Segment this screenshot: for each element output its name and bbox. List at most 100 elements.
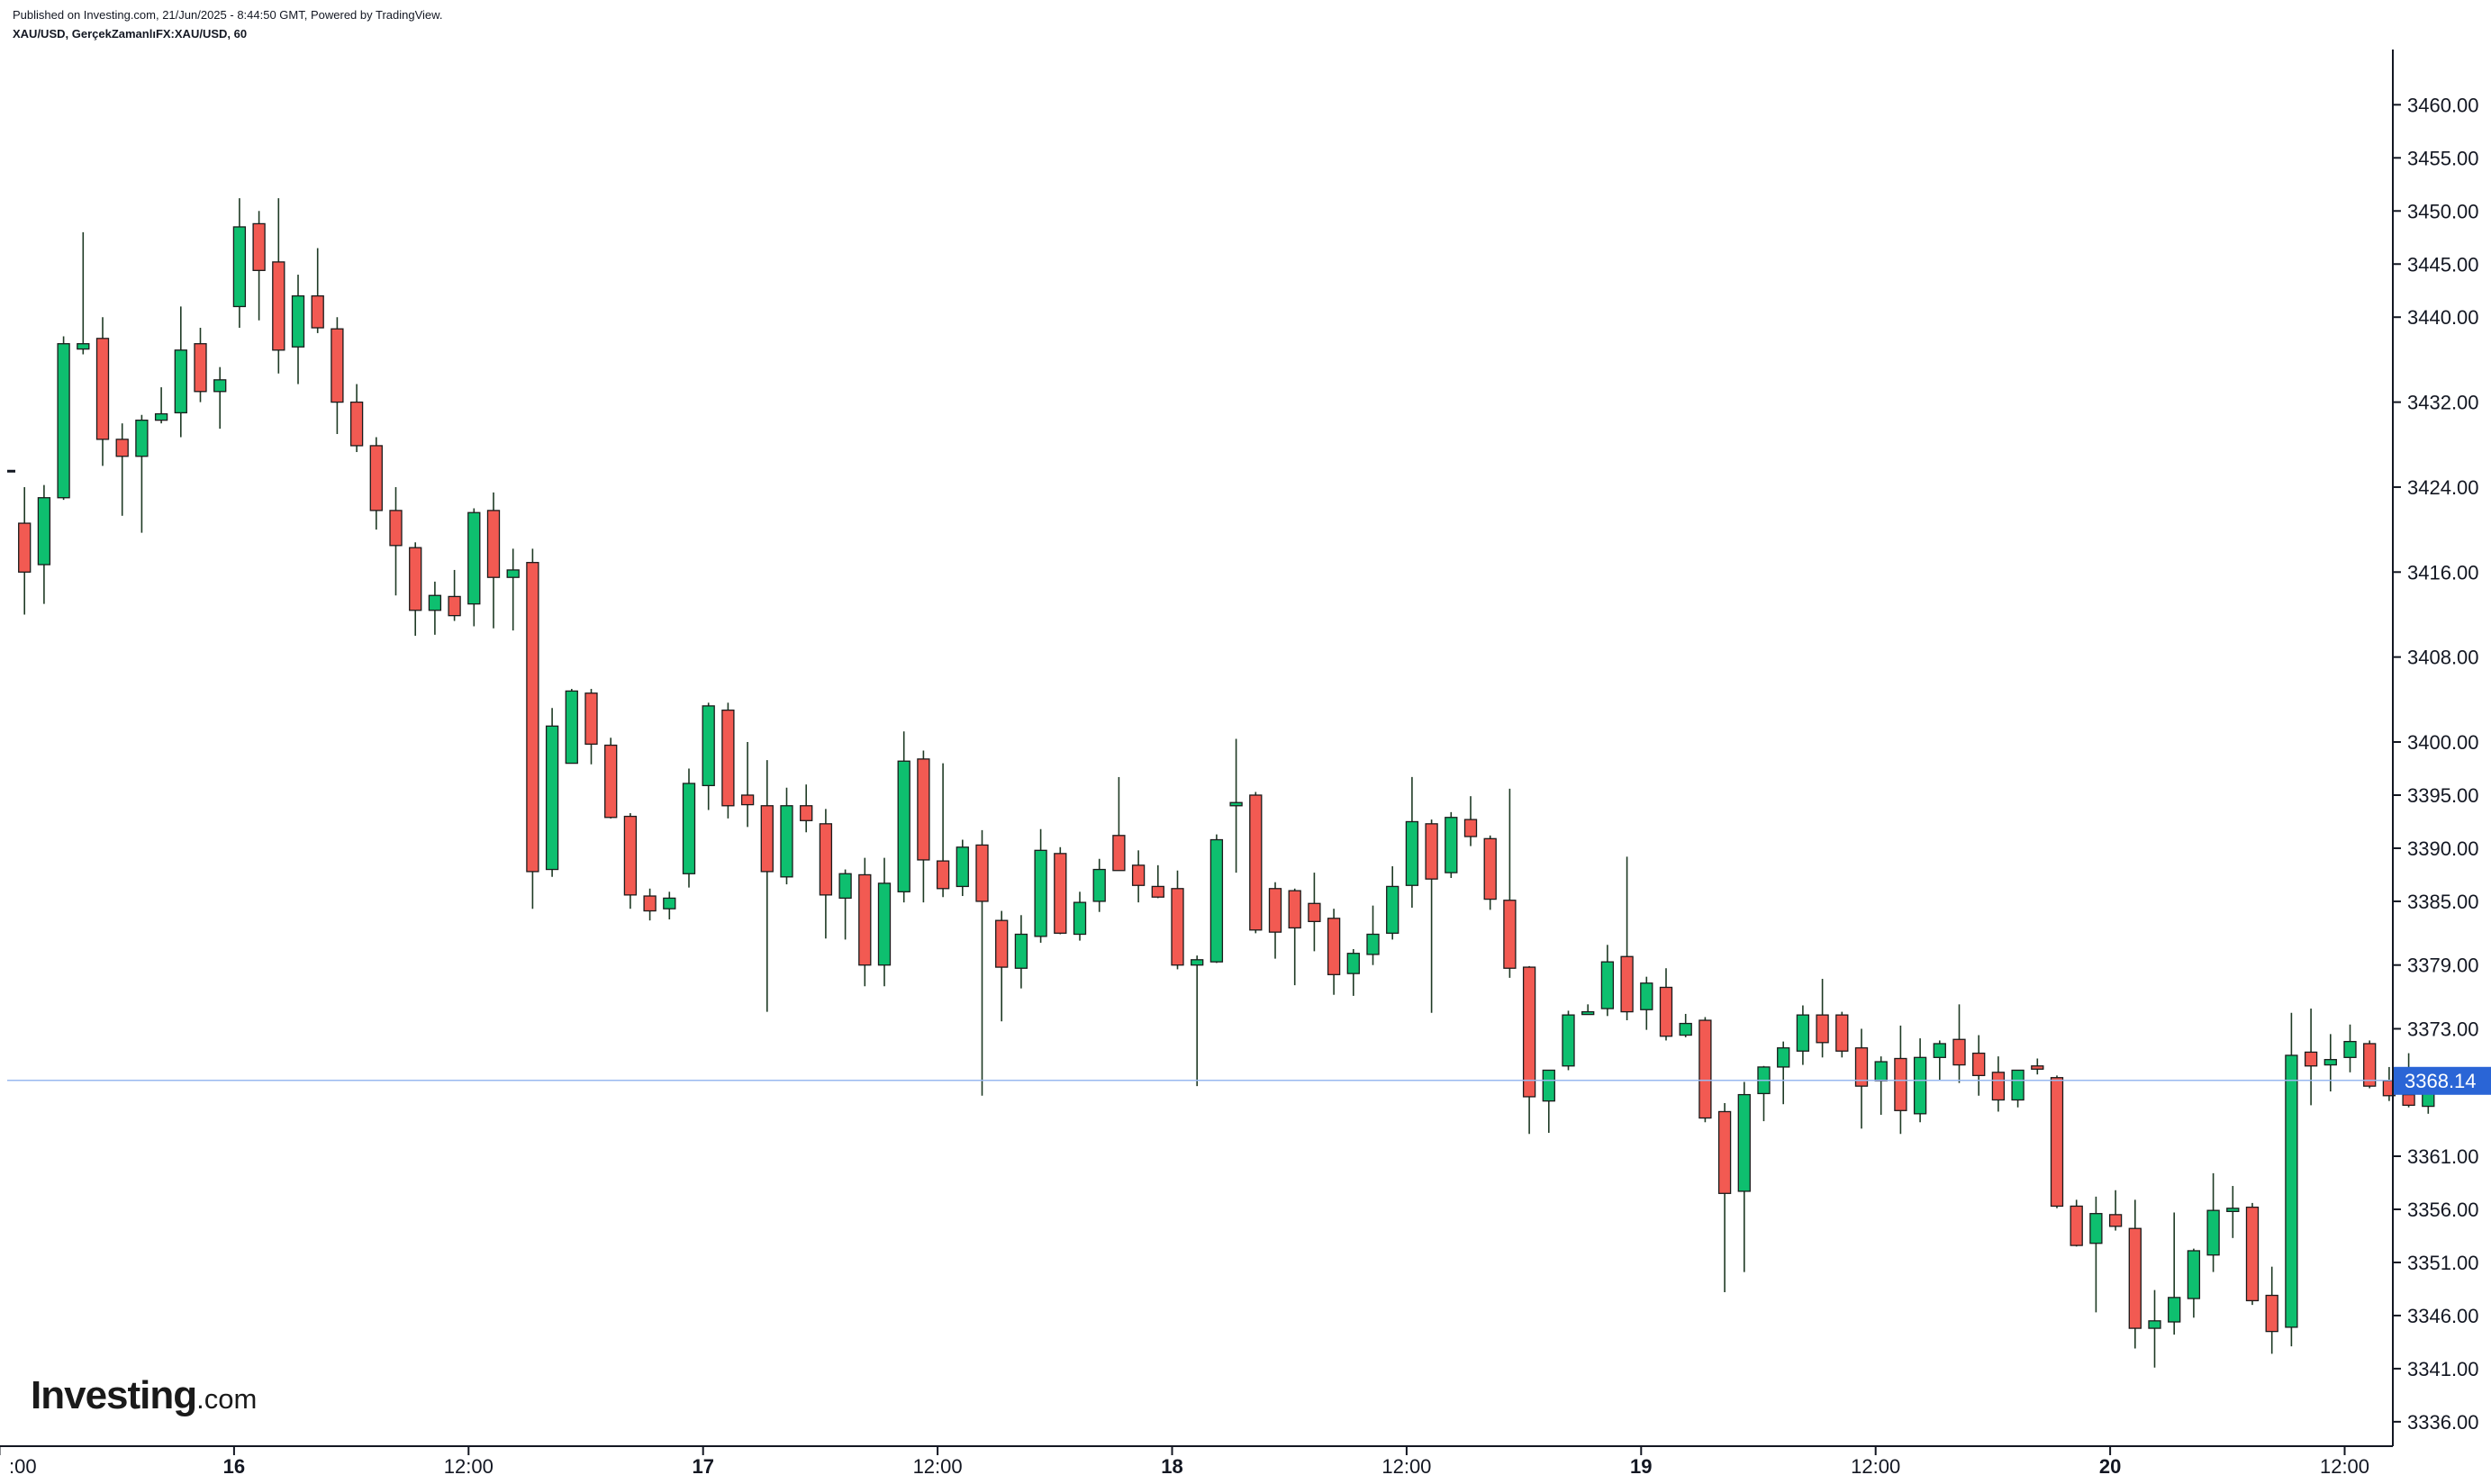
candle-body-down bbox=[936, 860, 950, 890]
candle-body-down bbox=[1991, 1072, 2006, 1101]
candle bbox=[1229, 738, 1243, 873]
candle bbox=[858, 857, 872, 987]
candle-body-down bbox=[18, 522, 32, 573]
candle bbox=[1054, 846, 1067, 935]
candle bbox=[349, 384, 364, 453]
candle-body-down bbox=[1816, 1014, 1829, 1044]
candle bbox=[2285, 1012, 2298, 1347]
candle bbox=[2363, 1040, 2377, 1089]
candle-body-down bbox=[1151, 885, 1164, 898]
candle-body-down bbox=[1835, 1014, 1849, 1052]
candle bbox=[1366, 905, 1380, 965]
price-tick-label: 3400.00 bbox=[2407, 731, 2479, 754]
time-tick-label: 19 bbox=[1630, 1455, 1652, 1478]
candle-body-up bbox=[37, 497, 51, 566]
candle bbox=[1327, 909, 1341, 995]
candle bbox=[2148, 1289, 2161, 1368]
candle bbox=[1659, 968, 1673, 1041]
candle bbox=[721, 702, 735, 819]
candle-body-up bbox=[2285, 1054, 2298, 1328]
candle-body-down bbox=[311, 294, 324, 329]
candle bbox=[369, 437, 383, 530]
candle-body-down bbox=[623, 815, 638, 896]
candle bbox=[291, 275, 305, 385]
candle bbox=[584, 689, 598, 765]
candle-body-up bbox=[1679, 1022, 1692, 1036]
candle-body-up bbox=[877, 882, 892, 966]
candle bbox=[1600, 945, 1615, 1017]
price-tick-label: 3460.00 bbox=[2407, 94, 2479, 116]
candle-body-up bbox=[1092, 868, 1106, 902]
candle bbox=[936, 763, 950, 898]
candle bbox=[877, 857, 892, 987]
candle-body-down bbox=[1308, 902, 1321, 922]
candle-body-down bbox=[95, 338, 110, 440]
candle-body-up bbox=[1014, 933, 1028, 969]
candle-body-up bbox=[1542, 1069, 1555, 1102]
candle-body-down bbox=[2050, 1077, 2064, 1208]
price-tick-label: 3385.00 bbox=[2407, 891, 2479, 913]
candle bbox=[604, 737, 618, 819]
candle bbox=[702, 702, 715, 810]
candle bbox=[2011, 1069, 2025, 1108]
candle bbox=[1972, 1035, 1986, 1096]
candle-body-up bbox=[1034, 849, 1047, 937]
candle-body-up bbox=[1229, 801, 1243, 807]
candle bbox=[1268, 882, 1282, 959]
candle bbox=[1445, 811, 1458, 878]
candle-body-up bbox=[956, 846, 969, 888]
candle-body-down bbox=[389, 510, 403, 547]
candle-body-down bbox=[1620, 955, 1634, 1013]
candle bbox=[1854, 1028, 1869, 1129]
candle-body-up bbox=[682, 783, 696, 874]
candle-body-down bbox=[1952, 1038, 1966, 1066]
candle-body-up bbox=[2168, 1297, 2181, 1323]
candle-body-up bbox=[702, 705, 715, 787]
candle-body-down bbox=[1054, 853, 1067, 934]
time-tick-label: 12:00 bbox=[913, 1455, 963, 1478]
candle-body-up bbox=[1581, 1010, 1595, 1016]
candle bbox=[1209, 834, 1224, 964]
candle bbox=[1620, 856, 1634, 1021]
candle bbox=[1483, 835, 1497, 910]
candle bbox=[135, 414, 149, 533]
candle-body-down bbox=[604, 744, 618, 819]
candle bbox=[18, 486, 32, 615]
candle bbox=[2070, 1199, 2083, 1247]
price-tick-label: 3455.00 bbox=[2407, 147, 2479, 169]
candle-body-down bbox=[1503, 900, 1517, 969]
candle-body-down bbox=[252, 222, 266, 271]
candle-body-up bbox=[506, 569, 520, 578]
candle bbox=[897, 731, 910, 903]
candle-body-up bbox=[565, 690, 578, 765]
chart-header: Published on Investing.com, 21/Jun/2025 … bbox=[13, 5, 442, 43]
candle bbox=[2245, 1202, 2260, 1306]
candle bbox=[2108, 1190, 2123, 1231]
candle bbox=[526, 548, 539, 909]
candle-body-down bbox=[486, 510, 501, 578]
candle-body-up bbox=[2323, 1059, 2337, 1066]
candle bbox=[917, 750, 930, 903]
candle bbox=[1131, 850, 1146, 903]
candle bbox=[232, 198, 247, 329]
last-price-label: 3368.14 bbox=[2405, 1070, 2477, 1092]
candle bbox=[2089, 1196, 2103, 1313]
candle bbox=[800, 784, 813, 833]
candle-body-up bbox=[2343, 1040, 2357, 1058]
candle bbox=[1503, 788, 1517, 978]
candle bbox=[838, 869, 852, 940]
price-tick-label: 3440.00 bbox=[2407, 306, 2479, 329]
candle bbox=[154, 387, 168, 424]
candle-body-up bbox=[232, 226, 247, 308]
candle-body-down bbox=[1717, 1110, 1732, 1194]
candle-body-down bbox=[858, 873, 872, 966]
time-tick-label: 12:00 bbox=[444, 1455, 494, 1478]
candle bbox=[1463, 796, 1478, 846]
candle-body-down bbox=[1894, 1057, 1907, 1111]
candle bbox=[272, 198, 285, 374]
candle bbox=[780, 787, 793, 885]
time-tick-label: 12:00 bbox=[1381, 1455, 1431, 1478]
time-tick-label: 16 bbox=[223, 1455, 245, 1478]
candle bbox=[643, 888, 657, 921]
